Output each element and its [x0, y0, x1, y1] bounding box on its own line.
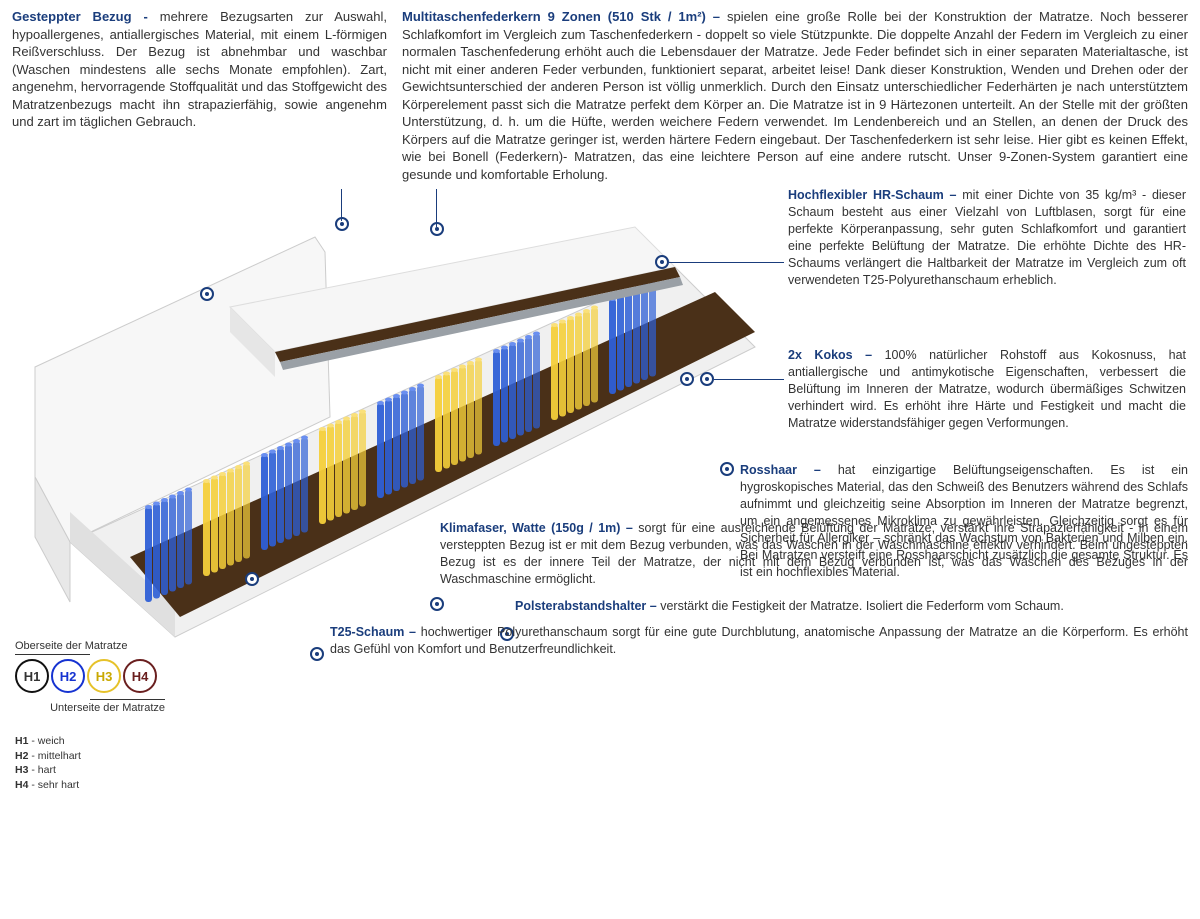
legend-h2: H2: [51, 659, 85, 693]
block-multitaschenfederkern: Multitaschenfederkern 9 Zonen (510 Stk /…: [402, 8, 1188, 183]
legend-top-label: Oberseite der Matratze: [15, 640, 165, 652]
label-polster: Polsterabstandshalter – verstärkt die Fe…: [515, 598, 1188, 615]
leader-kokos: [714, 379, 784, 380]
legend-bottom-label: Unterseite der Matratze: [15, 702, 165, 714]
block-gesteppter-bezug: Gesteppter Bezug - mehrere Bezugsarten z…: [12, 8, 387, 183]
firmness-legend: Oberseite der Matratze H1 H2 H3 H4 Unter…: [15, 640, 165, 793]
label-kokos: 2x Kokos – 100% natürlicher Rohstoff aus…: [788, 347, 1186, 431]
legend-h4: H4: [123, 659, 157, 693]
heading-bezug: Gesteppter Bezug -: [12, 9, 160, 24]
label-hr-schaum: Hochflexibler HR-Schaum – mit einer Dich…: [788, 187, 1186, 288]
legend-circles: H1 H2 H3 H4: [15, 659, 165, 693]
body-bezug: mehrere Bezugsarten zur Auswahl, hypoall…: [12, 9, 387, 129]
leader-federkern-v2: [436, 189, 437, 227]
body-federkern: spielen eine große Rolle bei der Konstru…: [402, 9, 1188, 182]
legend-h3: H3: [87, 659, 121, 693]
legend-h1: H1: [15, 659, 49, 693]
label-klimafaser: Klimafaser, Watte (150g / 1m) – sorgt fü…: [440, 520, 1188, 588]
marker-t25: [310, 647, 324, 661]
bottom-labels: Klimafaser, Watte (150g / 1m) – sorgt fü…: [330, 520, 1188, 668]
label-t25: T25-Schaum – hochwertiger Polyurethansch…: [330, 624, 1188, 658]
leader-federkern-v: [341, 189, 342, 221]
heading-federkern: Multitaschenfederkern 9 Zonen (510 Stk /…: [402, 9, 727, 24]
leader-hr: [669, 262, 784, 263]
legend-descriptions: H1 - weich H2 - mittelhart H3 - hart H4 …: [15, 734, 165, 793]
